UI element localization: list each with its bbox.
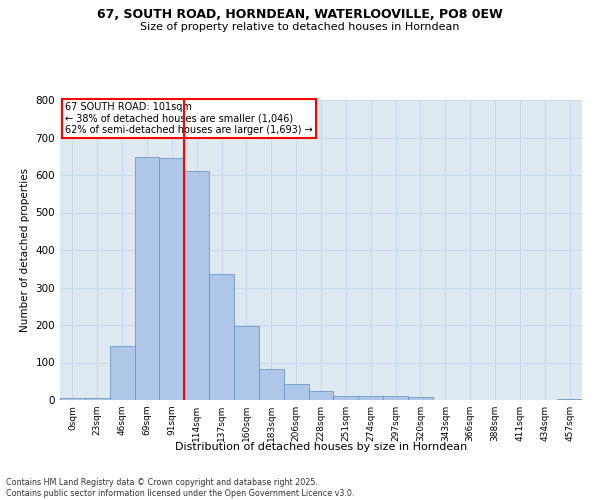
- Text: Distribution of detached houses by size in Horndean: Distribution of detached houses by size …: [175, 442, 467, 452]
- Bar: [160, 158, 184, 400]
- Bar: [234, 326, 259, 400]
- Bar: [358, 396, 383, 400]
- Bar: [408, 397, 433, 400]
- Text: 67, SOUTH ROAD, HORNDEAN, WATERLOOVILLE, PO8 0EW: 67, SOUTH ROAD, HORNDEAN, WATERLOOVILLE,…: [97, 8, 503, 20]
- Bar: [209, 274, 234, 400]
- Text: 67 SOUTH ROAD: 101sqm
← 38% of detached houses are smaller (1,046)
62% of semi-d: 67 SOUTH ROAD: 101sqm ← 38% of detached …: [65, 102, 313, 134]
- Bar: [334, 396, 358, 400]
- Bar: [85, 398, 110, 400]
- Bar: [259, 369, 284, 400]
- Bar: [110, 346, 134, 400]
- Bar: [184, 171, 209, 400]
- Bar: [134, 157, 160, 400]
- Bar: [557, 398, 582, 400]
- Bar: [383, 396, 408, 400]
- Bar: [60, 398, 85, 400]
- Text: Size of property relative to detached houses in Horndean: Size of property relative to detached ho…: [140, 22, 460, 32]
- Bar: [284, 384, 308, 400]
- Y-axis label: Number of detached properties: Number of detached properties: [20, 168, 30, 332]
- Bar: [308, 390, 334, 400]
- Text: Contains HM Land Registry data © Crown copyright and database right 2025.
Contai: Contains HM Land Registry data © Crown c…: [6, 478, 355, 498]
